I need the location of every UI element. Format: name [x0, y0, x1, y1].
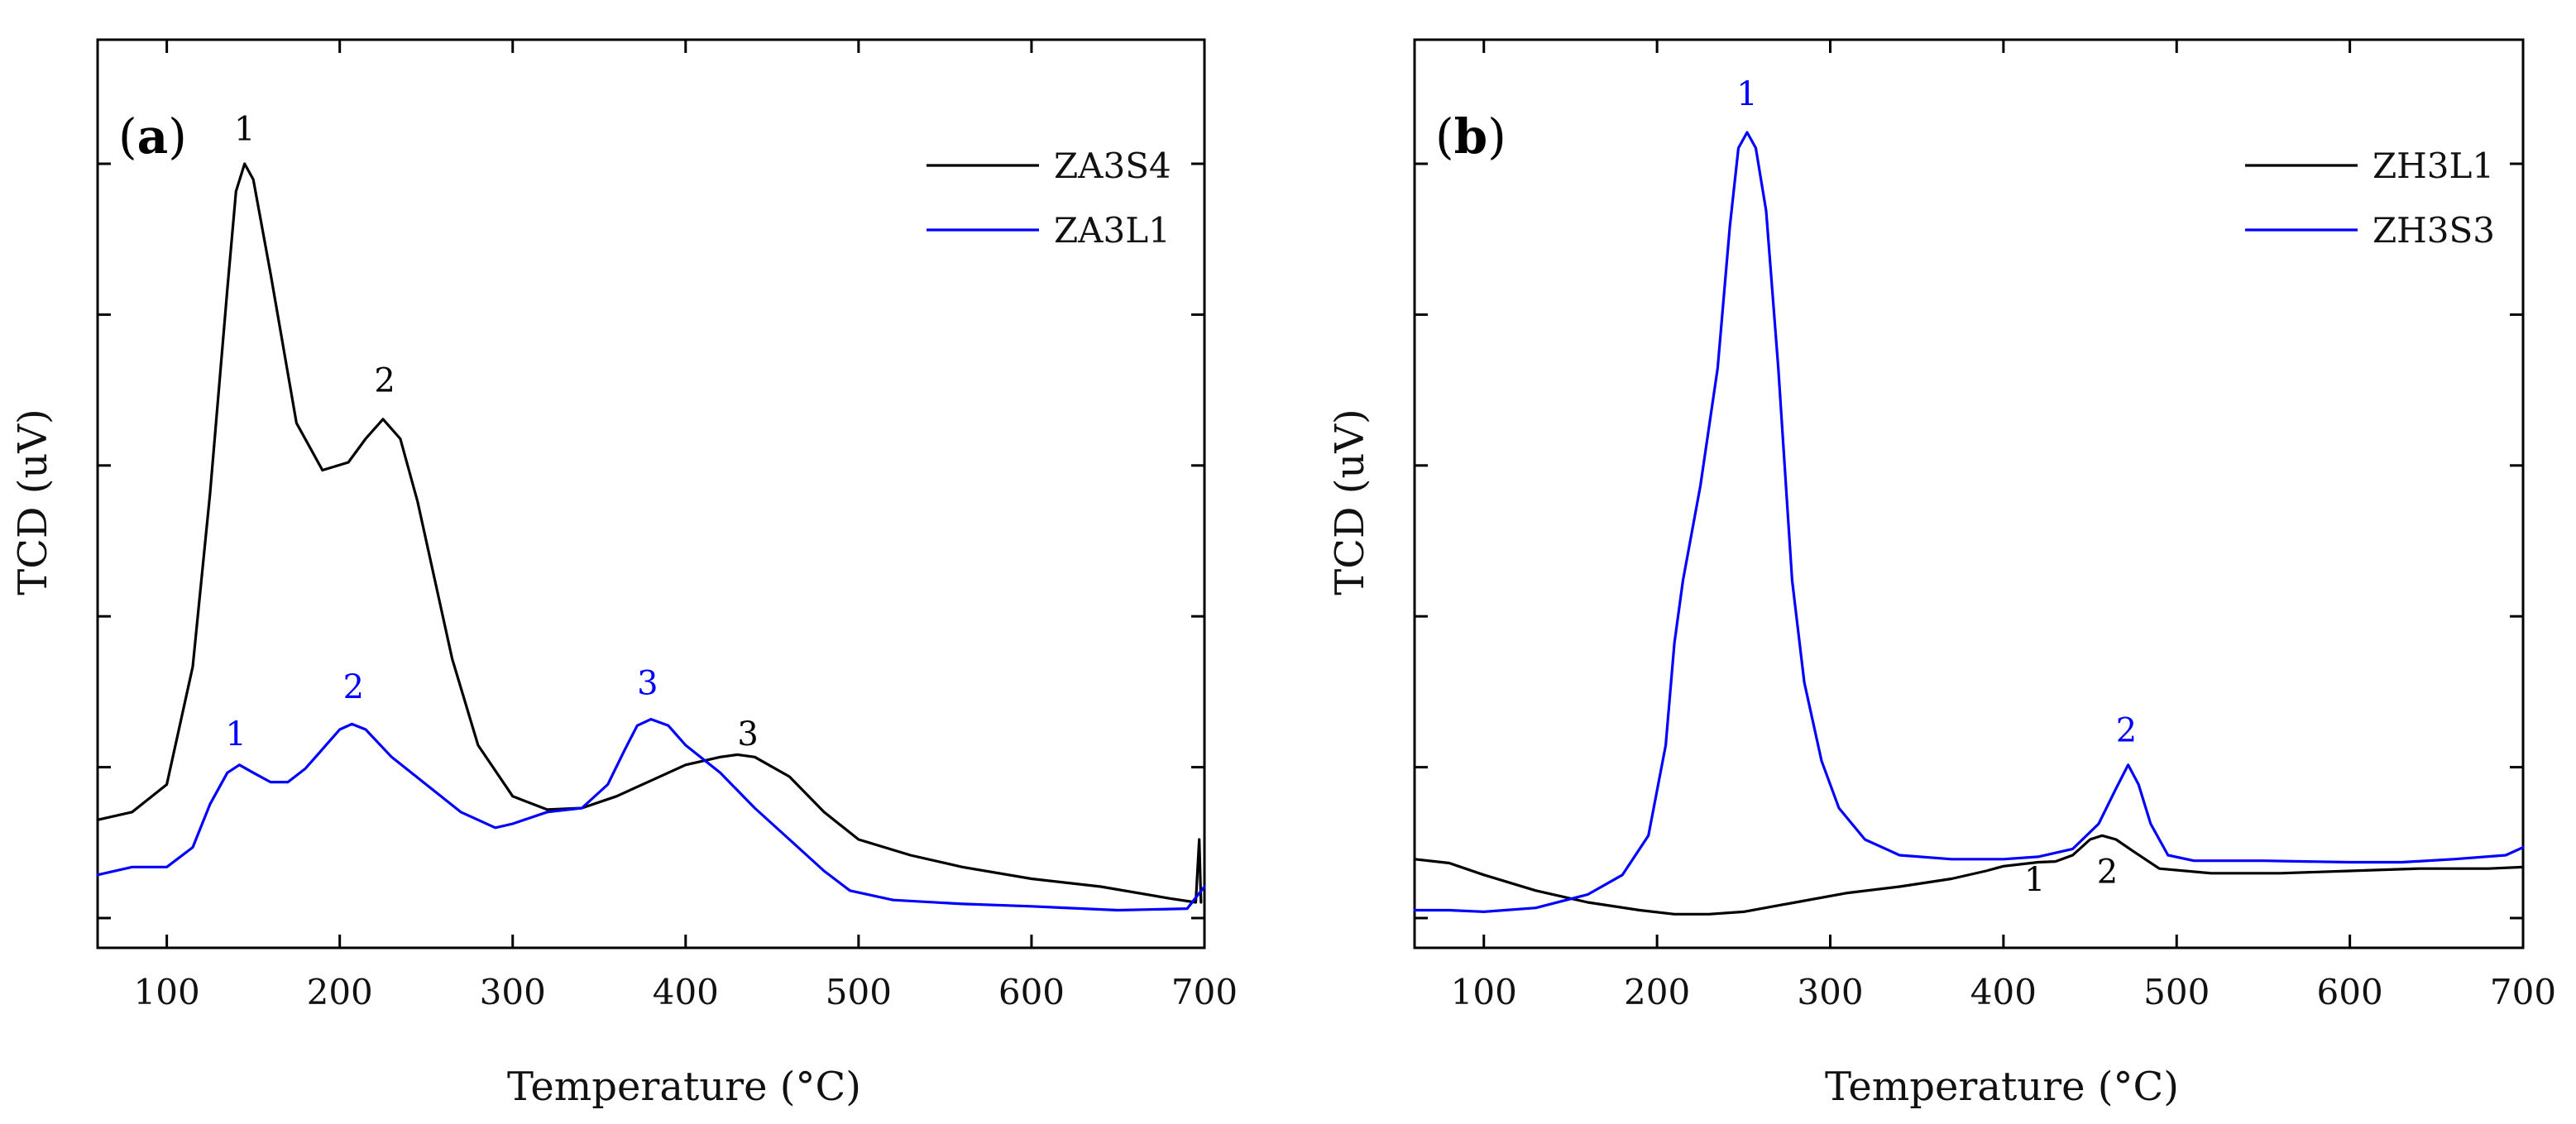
- series-line-ZH3S3: [1413, 131, 2525, 913]
- x-tick-label: 100: [134, 972, 200, 1012]
- x-tick-label: 600: [2317, 972, 2383, 1012]
- x-axis-title: Temperature (°C): [1825, 1064, 2179, 1110]
- panel-a: 100 200 300 400 500 600 700 Temperature (°C) TCD…: [10, 38, 1238, 1110]
- peak-label: 2: [2097, 853, 2118, 891]
- x-tick-label: 600: [998, 972, 1065, 1012]
- peak-label: 2: [374, 362, 395, 400]
- panel-b: 100 200 300 400 500 600 700 Temperature (°C) TCD…: [1327, 38, 2556, 1110]
- series-line-ZH3L1: [1413, 834, 2525, 916]
- x-tick-label: 500: [826, 972, 892, 1012]
- legend-label: ZH3S3: [2373, 210, 2495, 251]
- peak-label: 2: [343, 668, 364, 706]
- x-tick-label: 700: [1171, 972, 1238, 1012]
- y-axis-title: TCD (uV): [1327, 409, 1373, 595]
- y-axis-title: TCD (uV): [10, 409, 56, 595]
- panel-label: (b): [1435, 108, 1506, 165]
- x-tick-label: 300: [1797, 972, 1863, 1012]
- peak-label: 1: [1736, 75, 1757, 113]
- x-tick-label: 400: [653, 972, 719, 1012]
- series-line-ZA3S4: [96, 162, 1203, 904]
- x-tick-label: 200: [1624, 972, 1690, 1012]
- panel-label: (a): [118, 108, 187, 165]
- peak-label: 3: [637, 664, 658, 702]
- x-tick-label: 500: [2143, 972, 2210, 1012]
- x-tick-label: 300: [480, 972, 546, 1012]
- peak-label: 1: [234, 111, 255, 149]
- x-axis-title: Temperature (°C): [507, 1064, 861, 1110]
- legend-label: ZH3L1: [2373, 146, 2494, 186]
- x-tick-label: 100: [1451, 972, 1517, 1012]
- peak-label: 1: [2024, 861, 2045, 899]
- x-tick-label: 200: [307, 972, 373, 1012]
- peak-label: 3: [737, 715, 758, 753]
- legend-label: ZA3L1: [1054, 210, 1171, 251]
- peak-label: 2: [2116, 711, 2137, 749]
- plot-frame: [96, 38, 1206, 949]
- plot-frame: [1413, 38, 2525, 949]
- legend-label: ZA3S4: [1054, 146, 1171, 186]
- peak-label: 1: [226, 715, 247, 753]
- series-line-ZA3L1: [96, 718, 1206, 912]
- x-tick-label: 400: [1970, 972, 2037, 1012]
- x-tick-label: 700: [2490, 972, 2556, 1012]
